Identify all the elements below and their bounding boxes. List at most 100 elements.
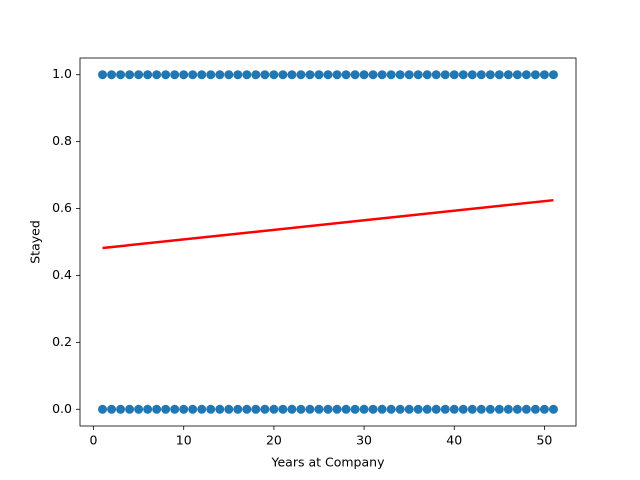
- point: [530, 70, 540, 80]
- point: [458, 70, 468, 80]
- point: [494, 404, 504, 414]
- y-tick-label: 0.8: [52, 133, 72, 148]
- point: [359, 404, 369, 414]
- point: [215, 404, 225, 414]
- y-tick-label: 0.4: [52, 267, 72, 282]
- point: [494, 70, 504, 80]
- point: [152, 404, 162, 414]
- point: [251, 70, 261, 80]
- point: [224, 404, 234, 414]
- x-tick-label: 10: [176, 433, 192, 448]
- point: [368, 404, 378, 414]
- point: [296, 404, 306, 414]
- point: [188, 70, 198, 80]
- point: [287, 70, 297, 80]
- point: [107, 70, 117, 80]
- point: [395, 70, 405, 80]
- point: [512, 404, 522, 414]
- point: [323, 404, 333, 414]
- x-tick-label: 20: [266, 433, 282, 448]
- point: [413, 70, 423, 80]
- point: [170, 70, 180, 80]
- point: [485, 70, 495, 80]
- point: [242, 70, 252, 80]
- point: [224, 70, 234, 80]
- point: [197, 404, 207, 414]
- point: [206, 404, 216, 414]
- point: [404, 70, 414, 80]
- point: [161, 70, 171, 80]
- point: [125, 404, 135, 414]
- point: [422, 404, 432, 414]
- point: [530, 404, 540, 414]
- y-tick-label: 1.0: [52, 66, 72, 81]
- point: [305, 404, 315, 414]
- x-axis-label: Years at Company: [271, 455, 386, 470]
- point: [188, 404, 198, 414]
- point: [296, 70, 306, 80]
- point: [134, 404, 144, 414]
- point: [197, 70, 207, 80]
- plot-frame: [79, 57, 577, 427]
- point: [449, 70, 459, 80]
- point: [314, 70, 324, 80]
- point: [152, 70, 162, 80]
- point: [449, 404, 459, 414]
- point: [179, 404, 189, 414]
- point: [422, 70, 432, 80]
- point: [98, 70, 108, 80]
- point: [341, 70, 351, 80]
- point: [206, 70, 216, 80]
- point: [359, 70, 369, 80]
- point: [107, 404, 117, 414]
- point: [467, 404, 477, 414]
- point: [539, 404, 549, 414]
- y-axis-label: Stayed: [28, 220, 43, 264]
- point: [323, 70, 333, 80]
- point: [431, 404, 441, 414]
- x-tick-label: 40: [446, 433, 462, 448]
- point: [341, 404, 351, 414]
- point: [467, 70, 477, 80]
- x-tick-label: 50: [536, 433, 552, 448]
- point: [386, 70, 396, 80]
- point: [539, 70, 549, 80]
- point: [512, 70, 522, 80]
- point: [476, 404, 486, 414]
- point: [278, 70, 288, 80]
- point: [179, 70, 189, 80]
- point: [548, 70, 558, 80]
- point: [242, 404, 252, 414]
- point: [485, 404, 495, 414]
- point: [134, 70, 144, 80]
- y-tick-label: 0.2: [52, 334, 72, 349]
- y-tick-label: 0.6: [52, 200, 72, 215]
- point: [368, 70, 378, 80]
- y-tick-label: 0.0: [52, 401, 72, 416]
- point: [269, 404, 279, 414]
- point: [350, 70, 360, 80]
- point: [413, 404, 423, 414]
- point: [260, 70, 270, 80]
- point: [233, 70, 243, 80]
- point: [170, 404, 180, 414]
- point: [458, 404, 468, 414]
- point: [98, 404, 108, 414]
- point: [377, 404, 387, 414]
- regression-line: [102, 198, 554, 250]
- point: [521, 70, 531, 80]
- point: [350, 404, 360, 414]
- point: [251, 404, 261, 414]
- point: [404, 404, 414, 414]
- point: [314, 404, 324, 414]
- point: [431, 70, 441, 80]
- point: [548, 404, 558, 414]
- point: [503, 404, 513, 414]
- x-tick-label: 30: [356, 433, 372, 448]
- point: [503, 70, 513, 80]
- point: [521, 404, 531, 414]
- point: [215, 70, 225, 80]
- point: [233, 404, 243, 414]
